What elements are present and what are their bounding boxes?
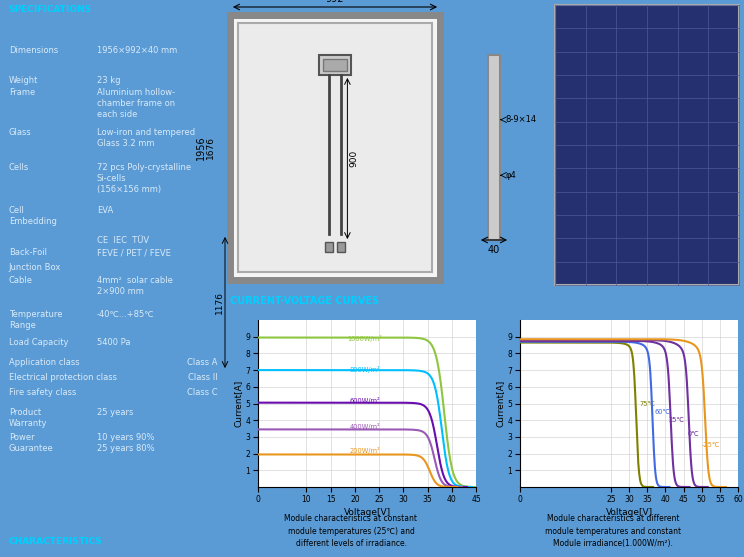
Text: 1956×992×40 mm: 1956×992×40 mm	[97, 46, 177, 55]
Bar	[324, 242, 333, 252]
Text: Power
Guarantee: Power Guarantee	[9, 433, 54, 453]
Y-axis label: Current[A]: Current[A]	[234, 380, 243, 427]
Text: Class C: Class C	[187, 388, 218, 397]
Bar	[323, 59, 347, 71]
Text: 5400 Pa: 5400 Pa	[97, 338, 130, 347]
Text: Dimensions: Dimensions	[9, 46, 58, 55]
Text: 25℃: 25℃	[669, 417, 685, 423]
Text: 1176: 1176	[215, 291, 224, 314]
X-axis label: Voltage[V]: Voltage[V]	[606, 508, 652, 517]
Text: CURRENT-VOLTAGE CURVES: CURRENT-VOLTAGE CURVES	[231, 296, 379, 306]
Bar	[238, 23, 432, 272]
Text: Electrical protection class: Electrical protection class	[9, 373, 117, 382]
Text: Cell
Embedding: Cell Embedding	[9, 206, 57, 226]
Text: 800W/m²: 800W/m²	[349, 366, 380, 373]
Text: Back-Foil: Back-Foil	[9, 248, 47, 257]
Text: Junction Box: Junction Box	[9, 263, 61, 272]
Text: Module characteristics at constant
module temperatures (25℃) and
different level: Module characteristics at constant modul…	[284, 514, 417, 548]
Text: Application class: Application class	[9, 358, 80, 367]
Bar	[488, 55, 500, 240]
Text: 600W/m²: 600W/m²	[349, 397, 380, 404]
Text: 200W/m²: 200W/m²	[349, 447, 380, 454]
Text: 23 kg: 23 kg	[97, 76, 121, 85]
Text: φ4: φ4	[505, 171, 516, 180]
Bar	[337, 242, 345, 252]
Text: 40: 40	[488, 245, 500, 255]
Text: CE  IEC  TÜV: CE IEC TÜV	[97, 236, 149, 245]
Text: -40℃...+85℃: -40℃...+85℃	[97, 310, 155, 319]
Bar	[230, 15, 440, 280]
Bar	[555, 5, 739, 285]
Text: Frame: Frame	[9, 88, 35, 97]
Text: Cable: Cable	[9, 276, 33, 285]
Text: 1676: 1676	[206, 136, 215, 159]
Text: -25℃: -25℃	[702, 442, 720, 448]
Text: 10 years 90%
25 years 80%: 10 years 90% 25 years 80%	[97, 433, 155, 453]
Text: Glass: Glass	[9, 128, 31, 137]
Text: Module characteristics at different
module temperatures and constant
Module irra: Module characteristics at different modu…	[545, 514, 681, 548]
Text: Class A: Class A	[187, 358, 218, 367]
Text: Fire safety class: Fire safety class	[9, 388, 76, 397]
Text: Weight: Weight	[9, 76, 38, 85]
X-axis label: Voltage[V]: Voltage[V]	[344, 508, 391, 517]
Text: 75℃: 75℃	[640, 400, 656, 407]
Text: 1000W/m²: 1000W/m²	[347, 335, 382, 342]
Text: Low-iron and tempered
Glass 3.2 mm: Low-iron and tempered Glass 3.2 mm	[97, 128, 195, 148]
Text: SPECIFICATIONS: SPECIFICATIONS	[9, 4, 92, 13]
Bar	[319, 55, 351, 75]
Text: Load Capacity: Load Capacity	[9, 338, 68, 347]
Text: 0℃: 0℃	[687, 431, 699, 437]
Text: 60℃: 60℃	[655, 409, 670, 415]
Text: 4mm²  solar cable
2×900 mm: 4mm² solar cable 2×900 mm	[97, 276, 173, 296]
Text: EVA: EVA	[97, 206, 113, 215]
Text: Cells: Cells	[9, 163, 29, 172]
Text: 400W/m²: 400W/m²	[349, 423, 380, 430]
Text: Product
Warranty: Product Warranty	[9, 408, 48, 428]
Text: Temperature
Range: Temperature Range	[9, 310, 62, 330]
Text: 25 years: 25 years	[97, 408, 133, 417]
Text: FEVE / PET / FEVE: FEVE / PET / FEVE	[97, 248, 170, 257]
Text: 1956: 1956	[196, 135, 206, 160]
Text: Class II: Class II	[188, 373, 218, 382]
Y-axis label: Current[A]: Current[A]	[496, 380, 504, 427]
Text: 72 pcs Poly-crystalline
Si-cells
(156×156 mm): 72 pcs Poly-crystalline Si-cells (156×15…	[97, 163, 191, 194]
Text: CHARACTERISTICS: CHARACTERISTICS	[9, 538, 103, 546]
Text: 992: 992	[326, 0, 344, 4]
Text: Aluminium hollow-
chamber frame on
each side: Aluminium hollow- chamber frame on each …	[97, 88, 175, 119]
Text: 8-9×14: 8-9×14	[505, 115, 536, 124]
Text: 900: 900	[350, 150, 359, 167]
